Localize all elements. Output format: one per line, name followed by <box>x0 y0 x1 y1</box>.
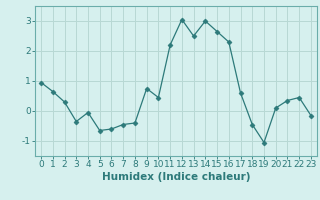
X-axis label: Humidex (Indice chaleur): Humidex (Indice chaleur) <box>102 172 250 182</box>
